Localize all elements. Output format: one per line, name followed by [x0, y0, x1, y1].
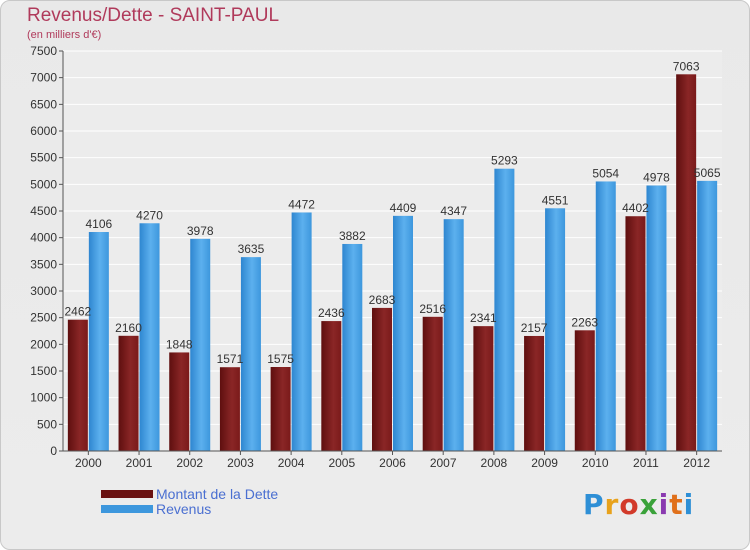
y-tick-label: 5000	[30, 177, 57, 191]
y-tick-label: 7500	[30, 44, 57, 58]
debt-bar	[219, 367, 240, 451]
logo-letter: i	[658, 488, 670, 521]
y-tick-label: 500	[37, 417, 57, 431]
debt-bar	[422, 316, 443, 451]
revenue-value-label: 4551	[542, 193, 569, 207]
revenue-value-label: 3635	[238, 242, 265, 256]
debt-bar	[676, 74, 697, 451]
proxiti-logo: Proxiti	[583, 488, 694, 521]
revenue-value-label: 3978	[187, 224, 214, 238]
revenue-value-label: 4347	[440, 204, 467, 218]
debt-value-label: 2263	[571, 315, 598, 329]
x-tick-label: 2010	[582, 456, 609, 470]
y-tick-label: 4500	[30, 204, 57, 218]
revenue-bar	[393, 215, 413, 451]
debt-value-label: 2157	[521, 321, 548, 335]
debt-value-label: 2462	[64, 305, 91, 319]
debt-bar	[574, 330, 595, 451]
revenue-value-label: 4409	[390, 201, 417, 215]
y-tick-label: 1000	[30, 391, 57, 405]
logo-letter: r	[604, 488, 620, 521]
debt-value-label: 2683	[369, 293, 396, 307]
x-tick-label: 2008	[481, 456, 508, 470]
debt-bar	[270, 367, 291, 451]
x-tick-label: 2006	[379, 456, 406, 470]
debt-bar	[473, 326, 494, 451]
y-tick-label: 5500	[30, 151, 57, 165]
revenue-bar	[443, 219, 464, 451]
y-tick-label: 2000	[30, 337, 57, 351]
logo-letter: o	[619, 488, 640, 521]
x-tick-label: 2000	[75, 456, 102, 470]
revenue-bar	[139, 223, 160, 451]
x-tick-label: 2005	[328, 456, 355, 470]
chart-subtitle: (en milliers d'€)	[27, 29, 102, 41]
debt-bar	[372, 307, 392, 451]
legend-swatch-debt	[101, 490, 153, 498]
debt-value-label: 7063	[673, 59, 700, 73]
debt-value-label: 2436	[318, 306, 345, 320]
debt-value-label: 1848	[166, 337, 193, 351]
revenue-value-label: 4978	[643, 171, 670, 185]
y-tick-label: 6500	[30, 97, 57, 111]
revenue-bar	[240, 257, 261, 451]
plot-area	[63, 51, 722, 451]
revenue-value-label: 4106	[85, 217, 112, 231]
legend-label-revenue: Revenus	[156, 501, 212, 517]
debt-value-label: 1571	[217, 352, 244, 366]
debt-bar	[118, 335, 139, 451]
revenue-value-label: 4472	[288, 197, 315, 211]
revenue-value-label: 4270	[136, 208, 163, 222]
x-tick-label: 2011	[633, 456, 659, 470]
logo-letter: i	[683, 488, 695, 521]
revenue-value-label: 5293	[491, 154, 518, 168]
debt-bar	[169, 352, 190, 451]
x-tick-label: 2007	[430, 456, 457, 470]
revenue-bar	[697, 180, 718, 451]
y-tick-label: 7000	[30, 71, 57, 85]
revenue-bar	[291, 212, 312, 451]
debt-bar	[321, 321, 342, 451]
y-tick-label: 4000	[30, 231, 57, 245]
debt-value-label: 1575	[267, 352, 294, 366]
y-tick-label: 0	[50, 444, 57, 458]
chart-title: Revenus/Dette - SAINT-PAUL	[27, 5, 280, 26]
x-tick-label: 2004	[278, 456, 305, 470]
revenue-bar	[646, 185, 667, 452]
debt-value-label: 2516	[419, 302, 446, 316]
revenue-value-label: 3882	[339, 229, 366, 243]
revenue-bar	[595, 181, 616, 451]
y-tick-label: 3500	[30, 257, 57, 271]
debt-value-label: 4402	[622, 201, 649, 215]
logo-letter: P	[583, 488, 605, 521]
revenue-bar	[88, 232, 109, 451]
x-tick-label: 2003	[227, 456, 254, 470]
logo-letter: t	[669, 488, 684, 521]
debt-bar	[625, 216, 646, 451]
revenue-value-label: 5065	[694, 166, 721, 180]
debt-value-label: 2160	[115, 321, 142, 335]
legend-label-debt: Montant de la Dette	[156, 486, 279, 502]
y-tick-label: 2500	[30, 311, 57, 325]
legend-swatch-revenue	[101, 505, 153, 513]
revenue-bar	[190, 238, 211, 451]
revenue-bar	[545, 208, 566, 451]
y-tick-label: 3000	[30, 284, 57, 298]
debt-bar	[524, 335, 545, 451]
x-tick-label: 2009	[531, 456, 558, 470]
revenue-bar	[342, 243, 363, 451]
logo-letter: x	[639, 488, 659, 521]
debt-value-label: 2341	[470, 311, 497, 325]
y-tick-label: 6000	[30, 124, 57, 138]
x-tick-label: 2002	[176, 456, 203, 470]
x-tick-label: 2001	[126, 456, 153, 470]
revenue-value-label: 5054	[592, 166, 619, 180]
debt-bar	[67, 319, 88, 451]
revenue-bar	[494, 168, 515, 451]
x-tick-label: 2012	[683, 456, 710, 470]
y-tick-label: 1500	[30, 364, 57, 378]
